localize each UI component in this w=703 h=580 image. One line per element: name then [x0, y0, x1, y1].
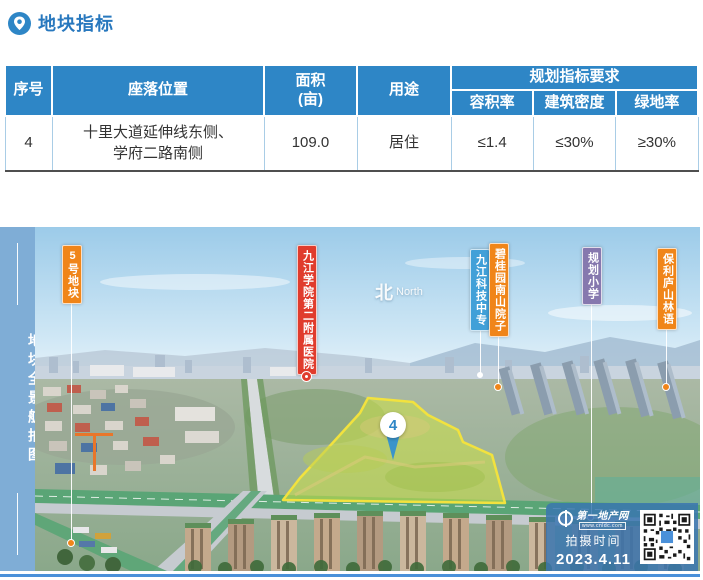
qr-code	[640, 510, 694, 564]
connector-line-bgy	[498, 336, 499, 385]
col-header-no: 序号	[4, 64, 53, 117]
col-header-area-line2: (亩)	[298, 90, 323, 108]
bottom-accent-line	[0, 574, 700, 577]
col-header-use: 用途	[356, 64, 452, 117]
col-header-area: 面积 (亩)	[263, 64, 358, 117]
cell-far: ≤1.4	[450, 115, 534, 172]
marker-biguiyuan	[494, 383, 502, 391]
cell-density: ≤30%	[532, 115, 617, 172]
table-row: 4 十里大道延伸线东侧、 学府二路南侧 109.0 居住 ≤1.4 ≤30% ≥…	[4, 115, 699, 172]
aerial-photo-section: 地块全景航拍图	[0, 227, 703, 580]
marker-poly	[662, 383, 670, 391]
watermark-text-block: 第一地产网 www.cnldc.com 拍摄时间 2023.4.11	[553, 507, 634, 568]
connector-line-tech-school	[480, 330, 481, 373]
brand-name-box: 第一地产网 www.cnldc.com	[576, 507, 629, 530]
strip-decor-line-top	[17, 243, 18, 305]
shoot-time-caption: 拍摄时间	[565, 533, 622, 548]
annotation-hospital: 九江学院第二附属医院	[297, 245, 317, 375]
col-header-location: 座落位置	[51, 64, 265, 117]
brand-name: 第一地产网	[576, 510, 629, 522]
cell-no: 4	[4, 115, 53, 172]
parcel-pin: 4	[380, 412, 406, 462]
brand-logo-icon	[558, 509, 574, 527]
page-title: 地块指标	[38, 14, 114, 34]
annotation-planned-school: 规划小学	[582, 247, 602, 305]
marker-parcel5	[67, 539, 75, 547]
col-header-far: 容积率	[449, 89, 535, 117]
location-pin-icon	[8, 11, 31, 35]
cell-green: ≥30%	[615, 115, 699, 172]
col-header-green: 绿地率	[614, 89, 700, 117]
page-header: 地块指标	[8, 10, 114, 36]
col-header-planning-group: 规划指标要求	[450, 64, 699, 91]
annotation-biguiyuan: 碧桂园南山院子	[489, 243, 509, 337]
watermark-logo: 第一地产网 www.cnldc.com	[558, 507, 629, 530]
north-indicator: 北 North	[375, 279, 423, 305]
cell-location-line2: 学府二路南侧	[112, 144, 203, 162]
marker-hospital	[301, 371, 312, 382]
marker-tech-school	[477, 372, 483, 378]
annotation-parcel5: 5号地块	[62, 245, 82, 304]
strip-decor-line-bottom	[17, 493, 18, 555]
connector-line-poly	[666, 329, 667, 385]
col-header-area-line1: 面积	[295, 71, 326, 89]
annotation-poly: 保利庐山林语	[657, 248, 677, 330]
annotation-tech-school: 九江科技中专	[470, 249, 490, 331]
parcel-pin-number: 4	[380, 412, 406, 438]
watermark-overlay: 第一地产网 www.cnldc.com 拍摄时间 2023.4.11	[546, 503, 698, 571]
side-strip: 地块全景航拍图	[0, 227, 43, 571]
brand-url: www.cnldc.com	[579, 521, 626, 530]
cell-location: 十里大道延伸线东侧、 学府二路南侧	[51, 115, 265, 172]
shoot-date: 2023.4.11	[556, 550, 631, 568]
aerial-photo: 北 North 5号地块 九江学院第二附属医院 九江科技中专 碧桂园南山院子 规…	[35, 227, 700, 571]
cell-use: 居住	[356, 115, 452, 172]
parcel-indicator-table: 序号 座落位置 面积 (亩) 用途 规划指标要求 容积率 建筑密度 绿地率	[4, 64, 700, 172]
col-header-density: 建筑密度	[532, 89, 617, 117]
north-word: North	[396, 286, 423, 298]
cell-location-line1: 十里大道延伸线东侧、	[82, 124, 233, 142]
connector-line-parcel5	[71, 301, 72, 541]
cell-area: 109.0	[263, 115, 358, 172]
north-char: 北	[375, 283, 393, 303]
connector-line-planned-school	[591, 303, 592, 515]
